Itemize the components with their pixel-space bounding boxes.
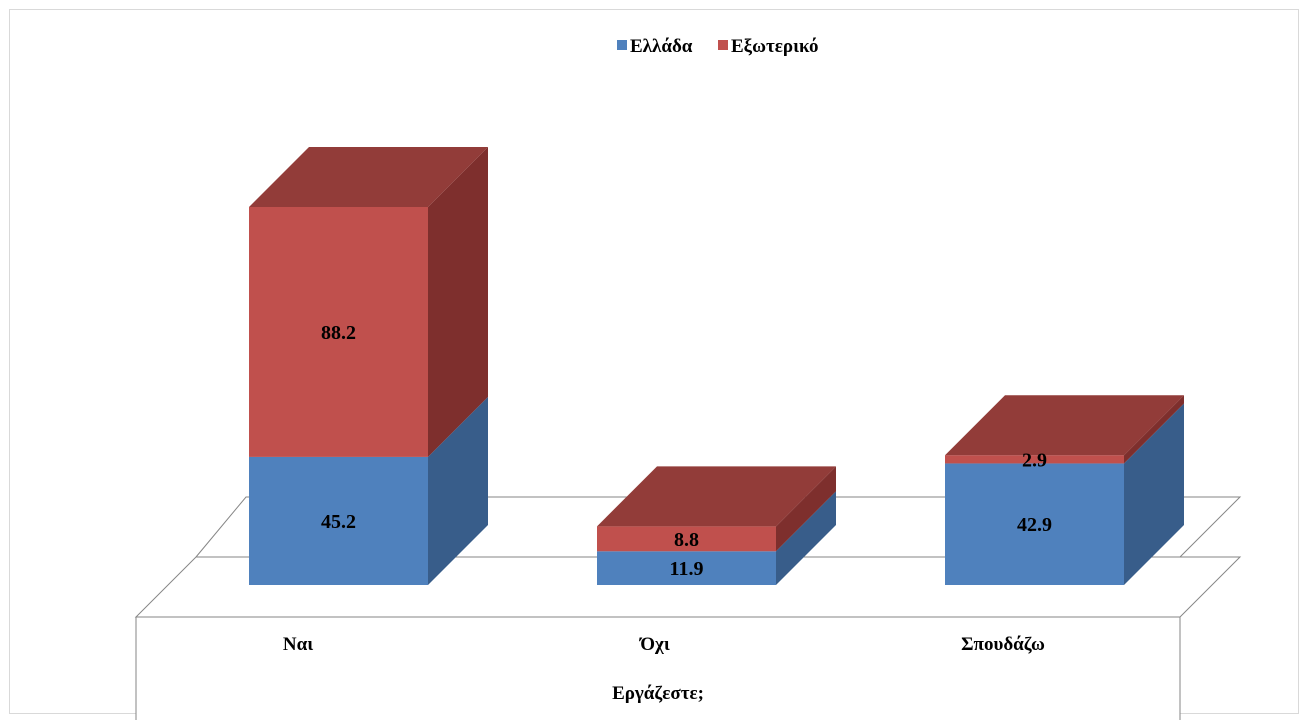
data-label-spoudazo-exoteriko: 2.9 xyxy=(1022,449,1047,471)
bar-top-ochi xyxy=(597,466,836,527)
bar-side-nai-exoteriko xyxy=(428,147,488,457)
category-labels: Ναι Όχι Σπουδάζω xyxy=(283,634,1045,655)
data-label-spoudazo-ellada: 42.9 xyxy=(1017,514,1052,536)
category-label-spoudazo: Σπουδάζω xyxy=(961,634,1045,655)
bar-side-spoudazo-exoteriko xyxy=(1124,395,1184,464)
x-axis-title: Εργάζεστε; xyxy=(612,683,704,704)
legend-label-ellada: Ελλάδα xyxy=(630,36,693,57)
legend-swatch-ellada xyxy=(617,40,627,50)
data-label-nai-ellada: 45.2 xyxy=(321,511,356,533)
category-label-ochi: Όχι xyxy=(638,634,670,655)
bar-side-nai-ellada xyxy=(428,396,488,585)
category-label-nai: Ναι xyxy=(283,634,313,655)
floor-front-face xyxy=(135,616,1181,720)
bar-nai-exoteriko xyxy=(249,207,428,457)
bar-side-spoudazo-ellada xyxy=(1124,403,1184,585)
data-label-ochi-exoteriko: 8.8 xyxy=(674,529,699,551)
legend: Ελλάδα Εξωτερικό xyxy=(617,36,818,57)
bar-top-spoudazo xyxy=(945,395,1184,456)
bars-group: 45.2 88.2 11.9 8.8 42.9 2.9 xyxy=(249,147,1184,585)
bar-spoudazo-ellada xyxy=(945,463,1124,585)
bar-side-ochi-exoteriko xyxy=(776,466,836,552)
bar-ochi-ellada xyxy=(597,551,776,585)
legend-label-exoteriko: Εξωτερικό xyxy=(731,36,818,57)
bar-ochi-exoteriko xyxy=(597,526,776,552)
data-label-nai-exoteriko: 88.2 xyxy=(321,322,356,344)
bar-side-ochi-ellada xyxy=(776,491,836,585)
bar-top-nai xyxy=(249,147,488,207)
bar-nai-ellada xyxy=(249,456,428,585)
data-label-ochi-ellada: 11.9 xyxy=(670,558,704,580)
legend-swatch-exoteriko xyxy=(718,40,728,50)
bar-spoudazo-exoteriko xyxy=(945,455,1124,464)
